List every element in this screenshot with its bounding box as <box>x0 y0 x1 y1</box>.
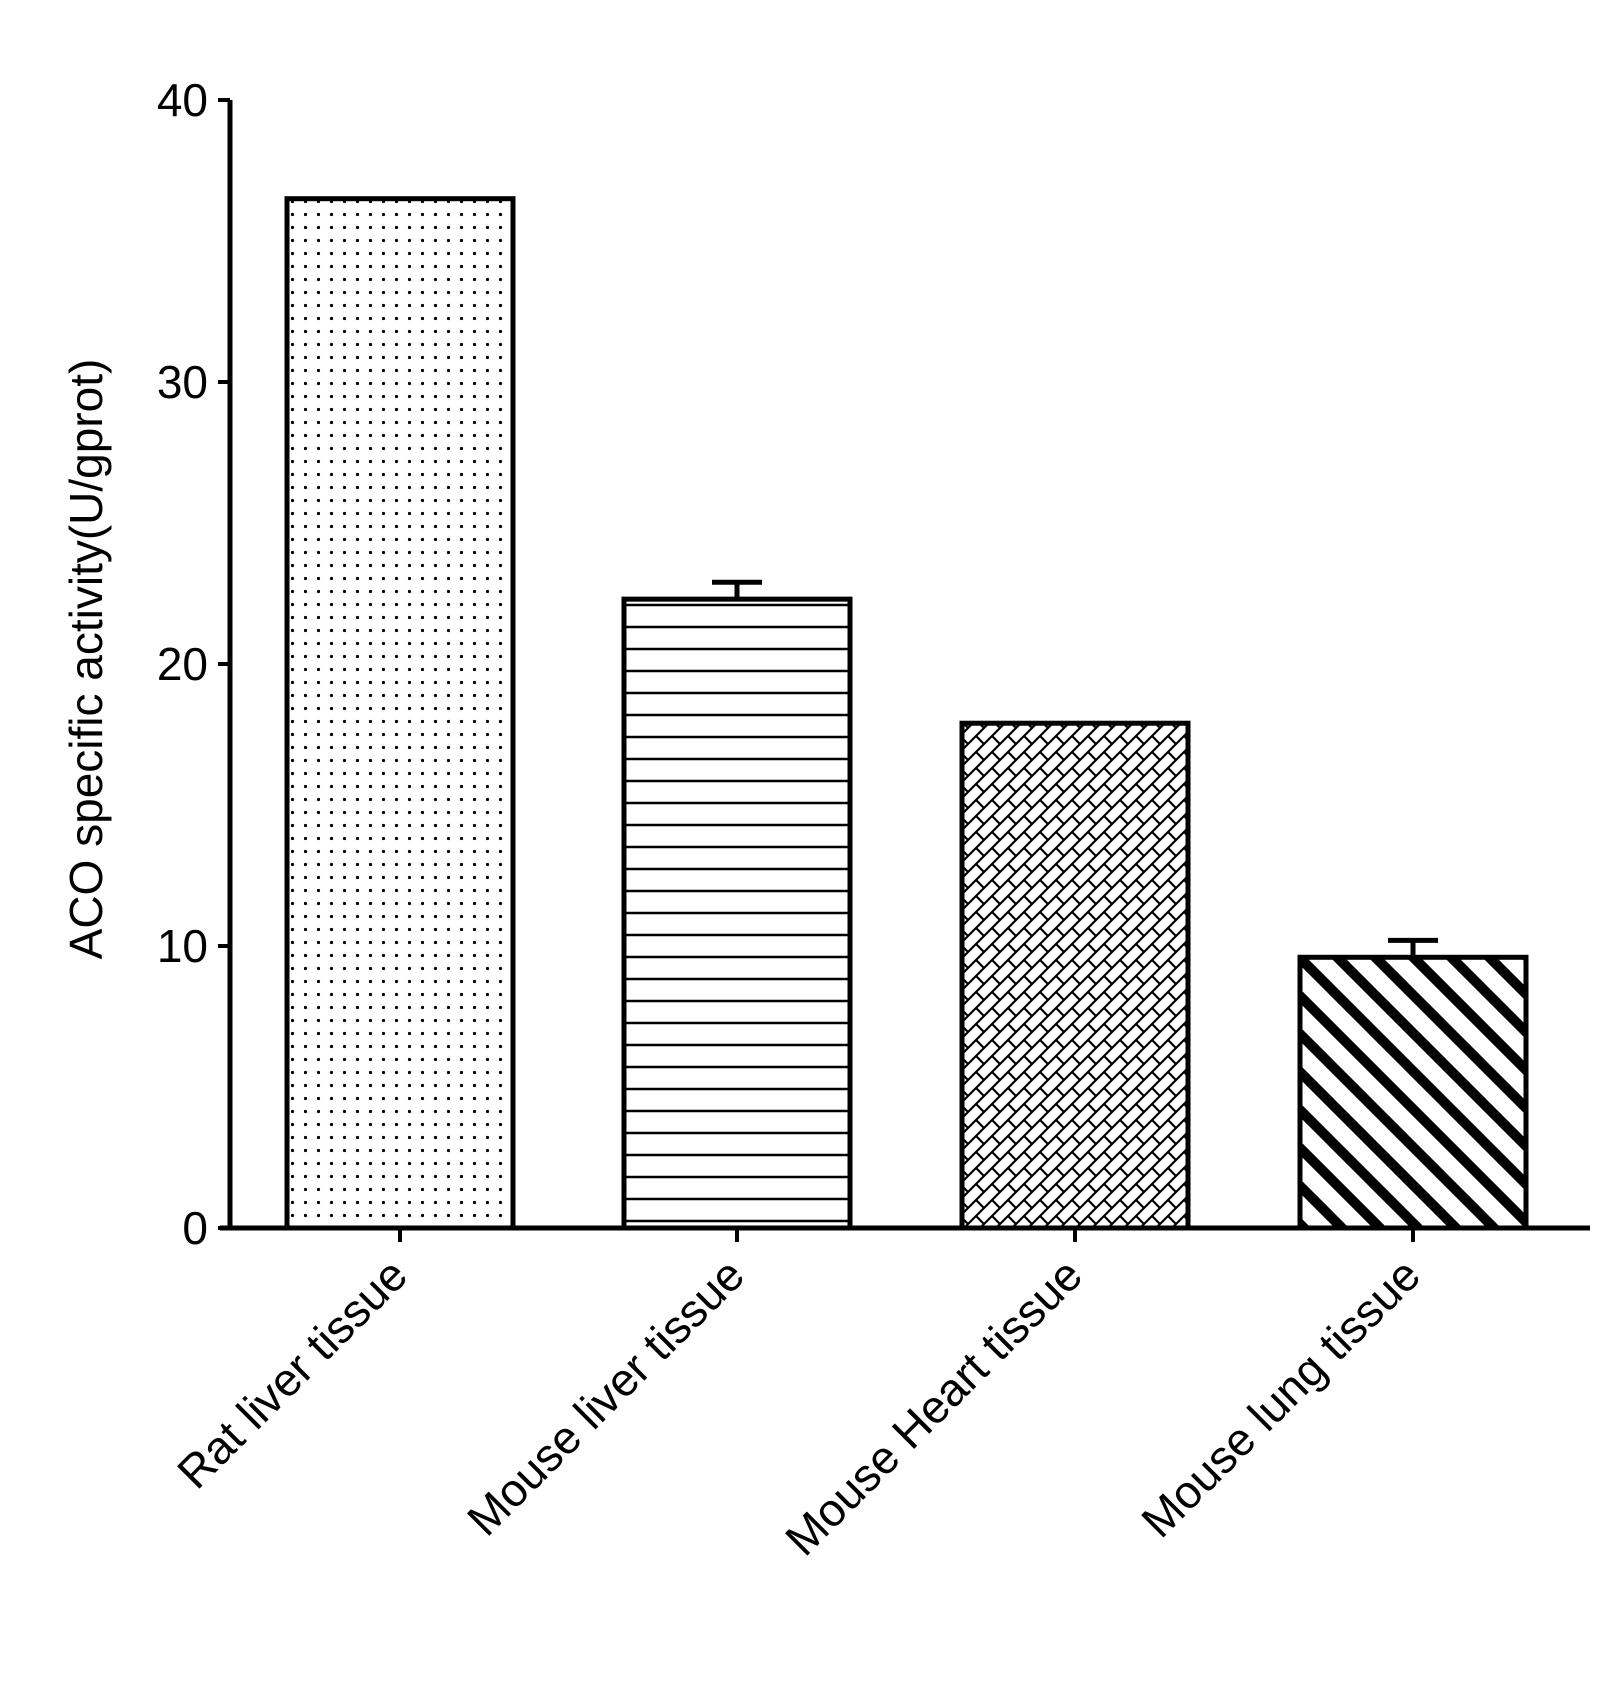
y-tick-label: 0 <box>182 1202 208 1254</box>
category-label: Mouse lung tissue <box>1131 1248 1430 1547</box>
y-tick-label: 40 <box>157 74 208 126</box>
y-tick-label: 30 <box>157 356 208 408</box>
error-bars <box>712 579 1438 958</box>
category-label: Rat liver tissue <box>167 1248 417 1498</box>
x-ticks <box>398 1228 1415 1242</box>
y-tick-label: 20 <box>157 638 208 690</box>
category-label: Mouse liver tissue <box>457 1248 754 1545</box>
bars <box>284 196 1529 1231</box>
bar <box>284 196 516 1231</box>
bar <box>621 596 853 1231</box>
bar <box>1297 954 1529 1231</box>
category-labels: Rat liver tissue Mouse liver tissue Mouse … <box>167 1248 1430 1565</box>
bar <box>959 720 1191 1231</box>
y-ticks: 0 10 20 30 40 <box>157 74 230 1254</box>
category-label: Mouse Heart tissue <box>775 1248 1092 1565</box>
y-axis-title: ACO specific activity(U/gprot) <box>60 359 112 960</box>
y-tick-label: 10 <box>157 920 208 972</box>
